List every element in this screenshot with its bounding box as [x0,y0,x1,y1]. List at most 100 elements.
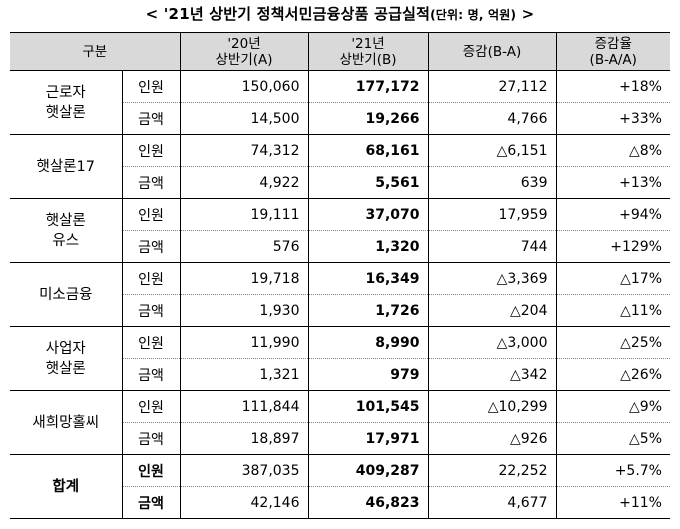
value-diff: 17,959 [428,198,556,231]
value-b: 177,172 [307,70,429,103]
value-b: 46,823 [307,486,429,519]
table-row: 금액 4,922 5,561 639 +13% [10,166,670,199]
header-col-rate-line2: (B-A/A) [589,51,637,68]
group-name-cell: 합계 [10,454,123,519]
item-label: 금액 [122,358,180,391]
item-label: 금액 [122,102,180,135]
value-a: 387,035 [179,454,308,487]
group-name-line: 사업자 [45,340,86,357]
table-body: 근로자 햇살론 인원 150,060 177,172 27,112 +18% 금액 14,500… [10,70,670,519]
header-col-a-line1: '20년 [227,35,261,52]
item-label: 인원 [122,390,180,423]
value-a: 1,321 [179,358,308,391]
value-diff: △10,299 [428,390,556,423]
value-rate: +11% [555,486,670,519]
header-col-b: '21년 상반기(B) [307,32,429,71]
header-col-b-line2: 상반기(B) [339,51,397,68]
item-label: 금액 [122,486,180,519]
item-label: 인원 [122,70,180,103]
header-category: 구분 [10,32,180,71]
table-row: 금액 1,321 979 △342 △26% [10,358,670,391]
value-diff: 639 [428,166,556,199]
header-row: 구분 '20년 상반기(A) '21년 상반기(B) 증감(B-A) 증감율 (… [10,32,670,71]
item-label: 인원 [122,326,180,359]
table-row: 합계 인원 387,035 409,287 22,252 +5.7% [10,454,670,519]
value-a: 19,718 [179,262,308,295]
table-row: 금액 576 1,320 744 +129% [10,230,670,263]
group-name-line: 햇살론 [45,360,86,377]
table-row: 금액 42,146 46,823 4,677 +11% [10,486,670,519]
item-label: 금액 [122,294,180,327]
value-diff: 4,766 [428,102,556,135]
value-rate: +94% [555,198,670,231]
item-label: 인원 [122,262,180,295]
table-row: 금액 14,500 19,266 4,766 +33% [10,102,670,135]
group-name-line: 미소금융 [39,286,93,303]
item-label: 금액 [122,230,180,263]
table-row: 금액 1,930 1,726 △204 △11% [10,294,670,327]
value-b: 979 [307,358,429,391]
value-a: 18,897 [179,422,308,455]
item-label: 인원 [122,134,180,167]
value-b: 101,545 [307,390,429,423]
value-diff: 744 [428,230,556,263]
value-b: 16,349 [307,262,429,295]
value-a: 111,844 [179,390,308,423]
value-rate: +5.7% [555,454,670,487]
value-diff: △342 [428,358,556,391]
value-rate: △25% [555,326,670,359]
value-b: 409,287 [307,454,429,487]
table-title-main: < '21년 상반기 정책서민금융상품 공급실적 [145,5,431,23]
value-b: 37,070 [307,198,429,231]
value-b: 8,990 [307,326,429,359]
group-name-line: 근로자 [45,84,86,101]
value-rate: △8% [555,134,670,167]
value-a: 576 [179,230,308,263]
value-rate: △9% [555,390,670,423]
value-a: 11,990 [179,326,308,359]
value-b: 5,561 [307,166,429,199]
header-col-diff: 증감(B-A) [428,32,556,71]
value-diff: △926 [428,422,556,455]
header-col-rate: 증감율 (B-A/A) [555,32,670,71]
group-name-line: 새희망홀씨 [32,414,100,431]
value-diff: △3,369 [428,262,556,295]
header-col-b-line1: '21년 [351,35,385,52]
value-diff: △204 [428,294,556,327]
table-row: 햇살론17 인원 74,312 68,161 △6,151 △8% [10,134,670,199]
group-name-line: 햇살론17 [36,158,95,175]
header-col-rate-line1: 증감율 [594,35,632,52]
value-a: 42,146 [179,486,308,519]
table-title-unit: (단위: 명, 억원) [430,8,517,22]
group-name-cell: 햇살론17 [10,134,123,199]
value-rate: △17% [555,262,670,295]
table-row: 햇살론 유스 인원 19,111 37,070 17,959 +94% [10,198,670,263]
table-row: 근로자 햇살론 인원 150,060 177,172 27,112 +18% [10,70,670,135]
group-name-cell: 미소금융 [10,262,123,327]
value-rate: △26% [555,358,670,391]
item-label: 금액 [122,166,180,199]
value-rate: +33% [555,102,670,135]
header-col-a: '20년 상반기(A) [179,32,308,71]
value-rate: △5% [555,422,670,455]
item-label: 금액 [122,422,180,455]
value-a: 74,312 [179,134,308,167]
value-rate: △11% [555,294,670,327]
value-diff: 27,112 [428,70,556,103]
group-name-line: 햇살론 [45,212,86,229]
value-b: 1,726 [307,294,429,327]
value-rate: +13% [555,166,670,199]
value-rate: +129% [555,230,670,263]
table-title: < '21년 상반기 정책서민금융상품 공급실적(단위: 명, 억원) > [0,0,680,30]
value-b: 68,161 [307,134,429,167]
value-diff: 4,677 [428,486,556,519]
header-col-a-line2: 상반기(A) [215,51,273,68]
table-row: 사업자 햇살론 인원 11,990 8,990 △3,000 △25% [10,326,670,391]
value-a: 150,060 [179,70,308,103]
group-name-line: 햇살론 [45,104,86,121]
item-label: 인원 [122,454,180,487]
group-name-line: 유스 [52,232,80,249]
